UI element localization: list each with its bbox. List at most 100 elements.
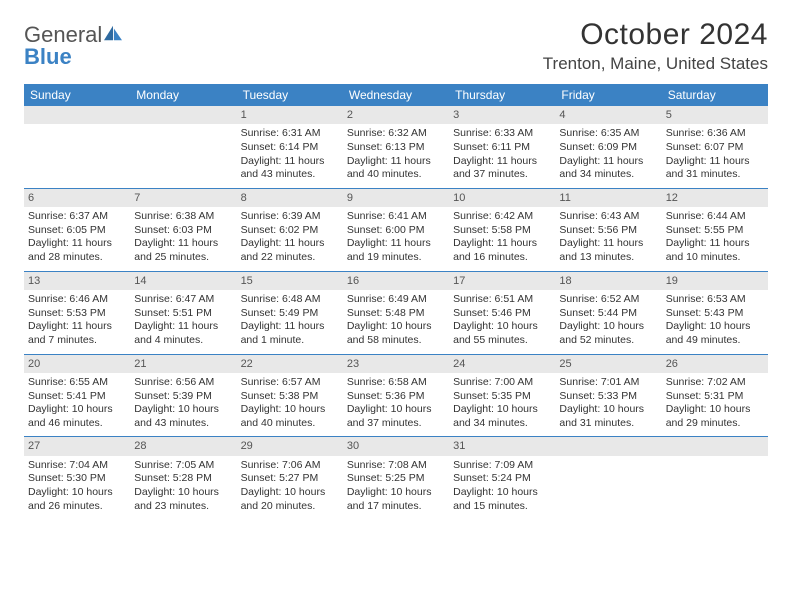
daylight-text: Daylight: 11 hours and 13 minutes. — [559, 237, 657, 264]
daylight-text: Daylight: 10 hours and 37 minutes. — [347, 403, 445, 430]
day-cell: 2Sunrise: 6:32 AMSunset: 6:13 PMDaylight… — [343, 106, 449, 188]
sunset-text: Sunset: 5:55 PM — [666, 224, 764, 238]
sunset-text: Sunset: 5:25 PM — [347, 472, 445, 486]
sunset-text: Sunset: 6:03 PM — [134, 224, 232, 238]
day-cell — [130, 106, 236, 188]
sunset-text: Sunset: 5:38 PM — [241, 390, 339, 404]
day-number: 12 — [662, 189, 768, 207]
day-number: 25 — [555, 355, 661, 373]
sunset-text: Sunset: 6:07 PM — [666, 141, 764, 155]
daylight-text: Daylight: 10 hours and 49 minutes. — [666, 320, 764, 347]
day-body: Sunrise: 6:55 AMSunset: 5:41 PMDaylight:… — [24, 373, 130, 437]
day-number: 31 — [449, 437, 555, 455]
day-number: 29 — [237, 437, 343, 455]
week-row: 20Sunrise: 6:55 AMSunset: 5:41 PMDayligh… — [24, 354, 768, 437]
sunset-text: Sunset: 5:46 PM — [453, 307, 551, 321]
sunrise-text: Sunrise: 6:57 AM — [241, 376, 339, 390]
day-cell: 8Sunrise: 6:39 AMSunset: 6:02 PMDaylight… — [237, 189, 343, 271]
daylight-text: Daylight: 10 hours and 20 minutes. — [241, 486, 339, 513]
day-cell: 15Sunrise: 6:48 AMSunset: 5:49 PMDayligh… — [237, 272, 343, 354]
logo-word-2: Blue — [24, 44, 72, 69]
day-cell: 25Sunrise: 7:01 AMSunset: 5:33 PMDayligh… — [555, 355, 661, 437]
day-body — [24, 124, 130, 176]
day-number — [130, 106, 236, 124]
day-cell: 19Sunrise: 6:53 AMSunset: 5:43 PMDayligh… — [662, 272, 768, 354]
sunrise-text: Sunrise: 7:01 AM — [559, 376, 657, 390]
daylight-text: Daylight: 11 hours and 43 minutes. — [241, 155, 339, 182]
sunset-text: Sunset: 6:13 PM — [347, 141, 445, 155]
day-cell: 17Sunrise: 6:51 AMSunset: 5:46 PMDayligh… — [449, 272, 555, 354]
day-number: 30 — [343, 437, 449, 455]
day-cell: 11Sunrise: 6:43 AMSunset: 5:56 PMDayligh… — [555, 189, 661, 271]
day-cell — [662, 437, 768, 519]
day-body: Sunrise: 7:00 AMSunset: 5:35 PMDaylight:… — [449, 373, 555, 437]
sunrise-text: Sunrise: 6:31 AM — [241, 127, 339, 141]
day-body — [662, 456, 768, 508]
day-number: 15 — [237, 272, 343, 290]
day-body: Sunrise: 6:48 AMSunset: 5:49 PMDaylight:… — [237, 290, 343, 354]
header: General Blue October 2024 Trenton, Maine… — [24, 18, 768, 74]
sunset-text: Sunset: 5:51 PM — [134, 307, 232, 321]
daylight-text: Daylight: 11 hours and 31 minutes. — [666, 155, 764, 182]
day-body: Sunrise: 6:58 AMSunset: 5:36 PMDaylight:… — [343, 373, 449, 437]
sunset-text: Sunset: 5:53 PM — [28, 307, 126, 321]
sunset-text: Sunset: 5:41 PM — [28, 390, 126, 404]
sunrise-text: Sunrise: 6:49 AM — [347, 293, 445, 307]
sunrise-text: Sunrise: 6:32 AM — [347, 127, 445, 141]
day-body: Sunrise: 6:32 AMSunset: 6:13 PMDaylight:… — [343, 124, 449, 188]
day-number — [555, 437, 661, 455]
sunrise-text: Sunrise: 6:38 AM — [134, 210, 232, 224]
day-number: 2 — [343, 106, 449, 124]
daylight-text: Daylight: 11 hours and 28 minutes. — [28, 237, 126, 264]
day-cell: 27Sunrise: 7:04 AMSunset: 5:30 PMDayligh… — [24, 437, 130, 519]
sunrise-text: Sunrise: 6:36 AM — [666, 127, 764, 141]
day-cell: 1Sunrise: 6:31 AMSunset: 6:14 PMDaylight… — [237, 106, 343, 188]
daylight-text: Daylight: 11 hours and 10 minutes. — [666, 237, 764, 264]
sunrise-text: Sunrise: 7:05 AM — [134, 459, 232, 473]
daylight-text: Daylight: 10 hours and 17 minutes. — [347, 486, 445, 513]
day-body — [555, 456, 661, 508]
sunset-text: Sunset: 5:43 PM — [666, 307, 764, 321]
day-body: Sunrise: 6:43 AMSunset: 5:56 PMDaylight:… — [555, 207, 661, 271]
day-cell: 4Sunrise: 6:35 AMSunset: 6:09 PMDaylight… — [555, 106, 661, 188]
weekday-fri: Friday — [555, 84, 661, 106]
day-body: Sunrise: 6:49 AMSunset: 5:48 PMDaylight:… — [343, 290, 449, 354]
sunrise-text: Sunrise: 6:47 AM — [134, 293, 232, 307]
day-number: 17 — [449, 272, 555, 290]
sunrise-text: Sunrise: 7:00 AM — [453, 376, 551, 390]
day-number: 27 — [24, 437, 130, 455]
sunrise-text: Sunrise: 7:02 AM — [666, 376, 764, 390]
weekday-thu: Thursday — [449, 84, 555, 106]
day-cell — [24, 106, 130, 188]
sunset-text: Sunset: 6:14 PM — [241, 141, 339, 155]
daylight-text: Daylight: 10 hours and 26 minutes. — [28, 486, 126, 513]
sunrise-text: Sunrise: 6:39 AM — [241, 210, 339, 224]
sunrise-text: Sunrise: 6:41 AM — [347, 210, 445, 224]
sunrise-text: Sunrise: 6:35 AM — [559, 127, 657, 141]
day-body — [130, 124, 236, 176]
daylight-text: Daylight: 10 hours and 34 minutes. — [453, 403, 551, 430]
day-number: 3 — [449, 106, 555, 124]
daylight-text: Daylight: 11 hours and 19 minutes. — [347, 237, 445, 264]
day-body: Sunrise: 6:35 AMSunset: 6:09 PMDaylight:… — [555, 124, 661, 188]
sunset-text: Sunset: 5:44 PM — [559, 307, 657, 321]
week-row: 13Sunrise: 6:46 AMSunset: 5:53 PMDayligh… — [24, 271, 768, 354]
sunset-text: Sunset: 5:36 PM — [347, 390, 445, 404]
location: Trenton, Maine, United States — [543, 54, 768, 74]
day-cell: 18Sunrise: 6:52 AMSunset: 5:44 PMDayligh… — [555, 272, 661, 354]
sunset-text: Sunset: 5:58 PM — [453, 224, 551, 238]
daylight-text: Daylight: 10 hours and 52 minutes. — [559, 320, 657, 347]
sunrise-text: Sunrise: 6:56 AM — [134, 376, 232, 390]
day-body: Sunrise: 6:57 AMSunset: 5:38 PMDaylight:… — [237, 373, 343, 437]
daylight-text: Daylight: 10 hours and 15 minutes. — [453, 486, 551, 513]
daylight-text: Daylight: 11 hours and 40 minutes. — [347, 155, 445, 182]
sunset-text: Sunset: 5:28 PM — [134, 472, 232, 486]
daylight-text: Daylight: 11 hours and 16 minutes. — [453, 237, 551, 264]
daylight-text: Daylight: 10 hours and 31 minutes. — [559, 403, 657, 430]
sunrise-text: Sunrise: 6:53 AM — [666, 293, 764, 307]
daylight-text: Daylight: 10 hours and 46 minutes. — [28, 403, 126, 430]
sunrise-text: Sunrise: 6:52 AM — [559, 293, 657, 307]
sunset-text: Sunset: 5:31 PM — [666, 390, 764, 404]
day-number: 5 — [662, 106, 768, 124]
day-number — [24, 106, 130, 124]
